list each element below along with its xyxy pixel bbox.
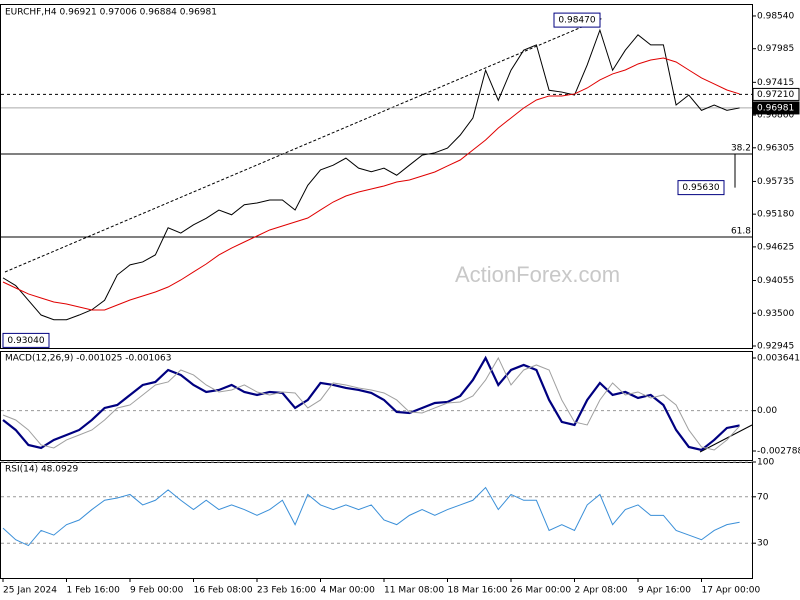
y-tick-label: 0.98540	[757, 11, 794, 21]
series-line	[2, 57, 740, 311]
y-tick-label: 0.96860	[757, 111, 794, 121]
rsi-pane	[0, 462, 753, 579]
x-tick-label: 25 Jan 2024	[3, 586, 57, 596]
extreme-label: 0.95630	[682, 183, 719, 193]
price-tag: 0.96981	[757, 103, 794, 113]
series-line	[2, 486, 740, 547]
extreme-box	[677, 180, 725, 196]
y-tick-label: 0.94625	[757, 242, 794, 252]
y-tick-label: 0.95180	[757, 210, 794, 220]
pane-title: RSI(14) 48.0929	[5, 465, 78, 475]
y-tick-label: 30	[757, 539, 769, 549]
x-tick-label: 1 Feb 16:00	[67, 586, 121, 596]
y-tick-label: 0.95735	[757, 177, 794, 187]
x-tick-label: 9 Feb 00:00	[130, 586, 184, 596]
frames	[0, 4, 753, 579]
y-tick-label: 0.97415	[757, 78, 794, 88]
pane-title: EURCHF,H4 0.96921 0.97006 0.96884 0.9698…	[5, 8, 217, 18]
y-tick-label: 70	[757, 492, 769, 502]
series-line	[2, 356, 740, 451]
fib-label: 61.8	[731, 226, 751, 236]
price-pane	[0, 4, 753, 349]
x-tick-label: 26 Mar 00:00	[511, 586, 571, 596]
extreme-box	[553, 12, 601, 28]
macd-trend-line	[699, 424, 753, 453]
extreme-label: 0.93040	[7, 336, 44, 346]
watermark: ActionForex.com	[455, 262, 620, 287]
x-tick-label: 23 Feb 16:00	[257, 586, 316, 596]
x-tick-label: 9 Apr 16:00	[638, 586, 691, 596]
price-tag: 0.97210	[757, 90, 794, 100]
x-tick-label: 16 Feb 08:00	[194, 586, 253, 596]
y-tick-label: 0.94055	[757, 276, 794, 286]
x-tick-label: 17 Apr 00:00	[702, 586, 761, 596]
pane-title: MACD(12,26,9) -0.001025 -0.001063	[5, 354, 171, 364]
x-tick-label: 11 Mar 08:00	[384, 586, 444, 596]
trend-line	[4, 17, 604, 273]
series-line	[2, 28, 740, 321]
fib-label: 38.2	[731, 143, 751, 153]
y-tick-label: 0.97985	[757, 44, 794, 54]
y-tick-label: 100	[757, 458, 774, 468]
series-line	[2, 355, 740, 452]
x-tick-label: 18 Mar 16:00	[448, 586, 508, 596]
price-tag-box	[752, 101, 800, 115]
x-tick-label: 2 Apr 08:00	[575, 586, 628, 596]
y-tick-label: 0.00	[757, 406, 777, 416]
x-tick-label: 4 Mar 00:00	[321, 586, 376, 596]
y-tick-label: 0.93500	[757, 309, 794, 319]
extreme-box	[2, 332, 50, 348]
price-tag-box	[752, 87, 800, 101]
y-tick-label: -0.002788	[757, 447, 800, 457]
extreme-label: 0.98470	[558, 16, 595, 26]
y-tick-label: 0.92945	[757, 341, 794, 351]
y-tick-label: 0.96305	[757, 143, 794, 153]
y-tick-label: 0.003641	[757, 354, 800, 364]
macd-pane	[0, 351, 753, 461]
